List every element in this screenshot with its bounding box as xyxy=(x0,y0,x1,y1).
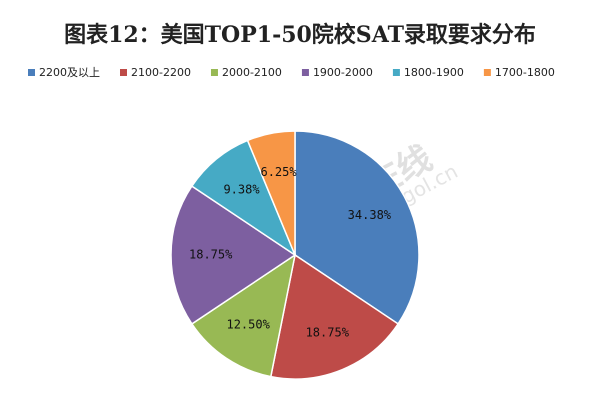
legend-swatch xyxy=(483,69,491,76)
pie-slice xyxy=(190,253,297,378)
legend-swatch xyxy=(120,69,127,76)
legend-label: 1900-2000 xyxy=(313,66,373,79)
legend-swatch xyxy=(210,69,218,76)
chart-title: 图表12：美国TOP1-50院校SAT录取要求分布 xyxy=(64,22,536,48)
legend-label: 1700-1800 xyxy=(495,66,555,79)
pie-slice xyxy=(269,253,400,380)
legend-label: 2200及以上 xyxy=(39,66,100,79)
legend-label: 2000-2100 xyxy=(222,66,282,79)
pie-slice xyxy=(170,185,297,325)
data-label: 18.75% xyxy=(306,325,350,339)
data-label: 18.75% xyxy=(189,248,233,262)
legend-swatch xyxy=(392,69,400,76)
data-label: 9.38% xyxy=(223,182,260,196)
pie-slice xyxy=(246,130,296,256)
data-label: 12.50% xyxy=(226,318,270,332)
legend-label: 1800-1900 xyxy=(404,66,464,79)
data-label: 34.38% xyxy=(348,208,392,222)
legend-swatch xyxy=(301,69,309,76)
legend-label: 2100-2200 xyxy=(131,66,191,79)
data-label: 6.25% xyxy=(260,165,297,179)
legend-swatch xyxy=(28,69,35,76)
